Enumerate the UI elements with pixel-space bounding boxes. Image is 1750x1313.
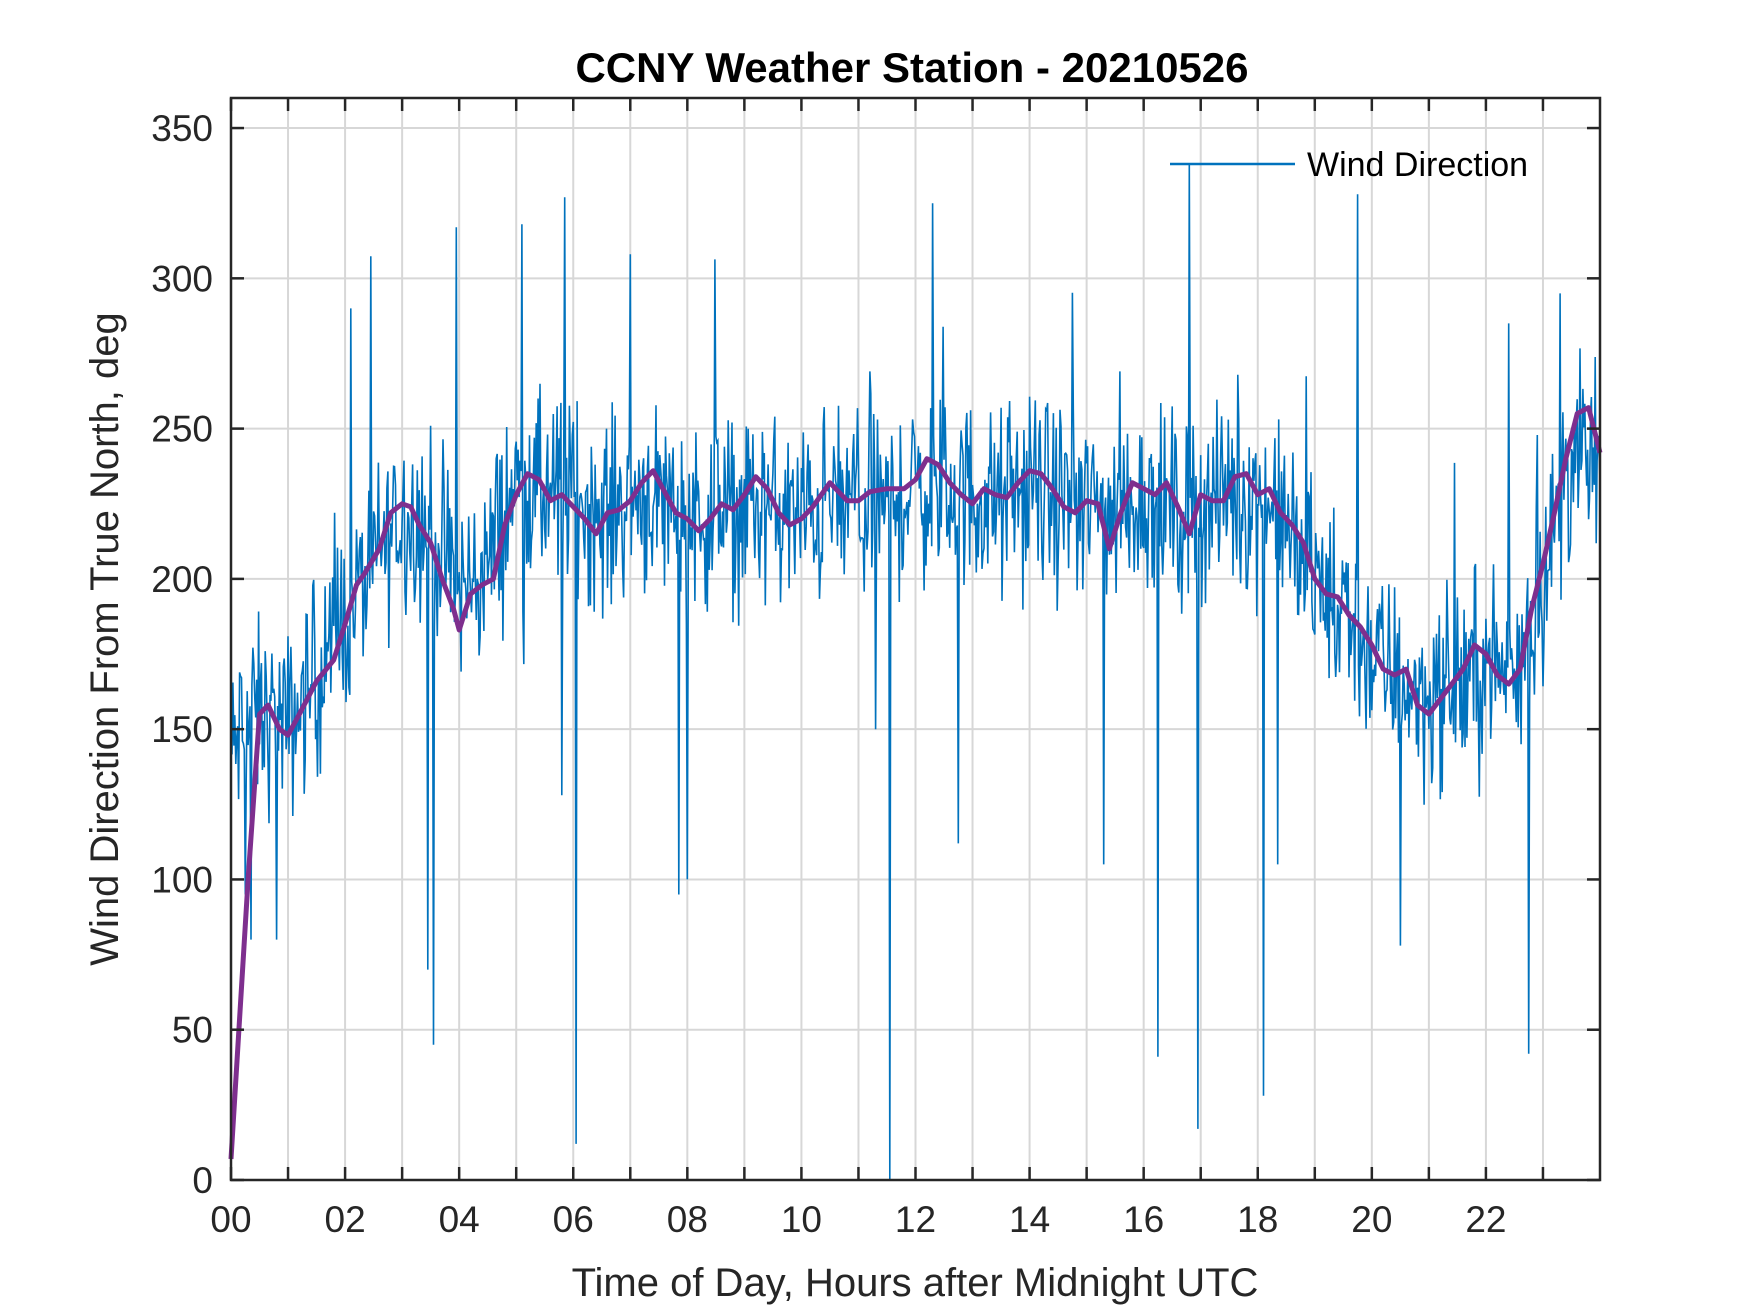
x-tick-labels: 00 02 04 06 08 10 12 14 16 18 20 22 (210, 1199, 1506, 1240)
tick-layer (229, 98, 1600, 1182)
data-layer (228, 164, 1603, 1181)
x-tick-label: 16 (1123, 1199, 1164, 1240)
x-tick-label: 14 (1009, 1199, 1050, 1240)
plot-area (228, 96, 1603, 1182)
x-tick-label: 10 (781, 1199, 822, 1240)
x-tick-label: 18 (1237, 1199, 1278, 1240)
x-tick-label: 00 (210, 1199, 251, 1240)
y-tick-label: 250 (151, 409, 213, 450)
y-tick-labels: 0 50 100 150 200 250 300 350 (151, 108, 213, 1201)
x-tick-label: 06 (553, 1199, 594, 1240)
y-tick-label: 50 (172, 1010, 213, 1051)
y-axis-label: Wind Direction From True North, deg (83, 312, 127, 966)
y-tick-label: 100 (151, 859, 213, 900)
legend: Wind Direction (1170, 146, 1528, 184)
chart-title: CCNY Weather Station - 20210526 (575, 44, 1248, 91)
y-tick-label: 350 (151, 108, 213, 149)
y-tick-label: 0 (192, 1160, 213, 1201)
x-tick-label: 04 (439, 1199, 480, 1240)
series-moving-average-line (228, 405, 1603, 1160)
x-tick-label: 20 (1351, 1199, 1392, 1240)
x-tick-label: 08 (667, 1199, 708, 1240)
y-tick-label: 200 (151, 559, 213, 600)
y-tick-label: 150 (151, 709, 213, 750)
legend-label-wind-direction: Wind Direction (1307, 146, 1528, 184)
x-tick-label: 22 (1465, 1199, 1506, 1240)
y-tick-label: 300 (151, 258, 213, 299)
x-axis-label: Time of Day, Hours after Midnight UTC (572, 1261, 1259, 1305)
x-tick-label: 12 (895, 1199, 936, 1240)
x-tick-label: 02 (325, 1199, 366, 1240)
